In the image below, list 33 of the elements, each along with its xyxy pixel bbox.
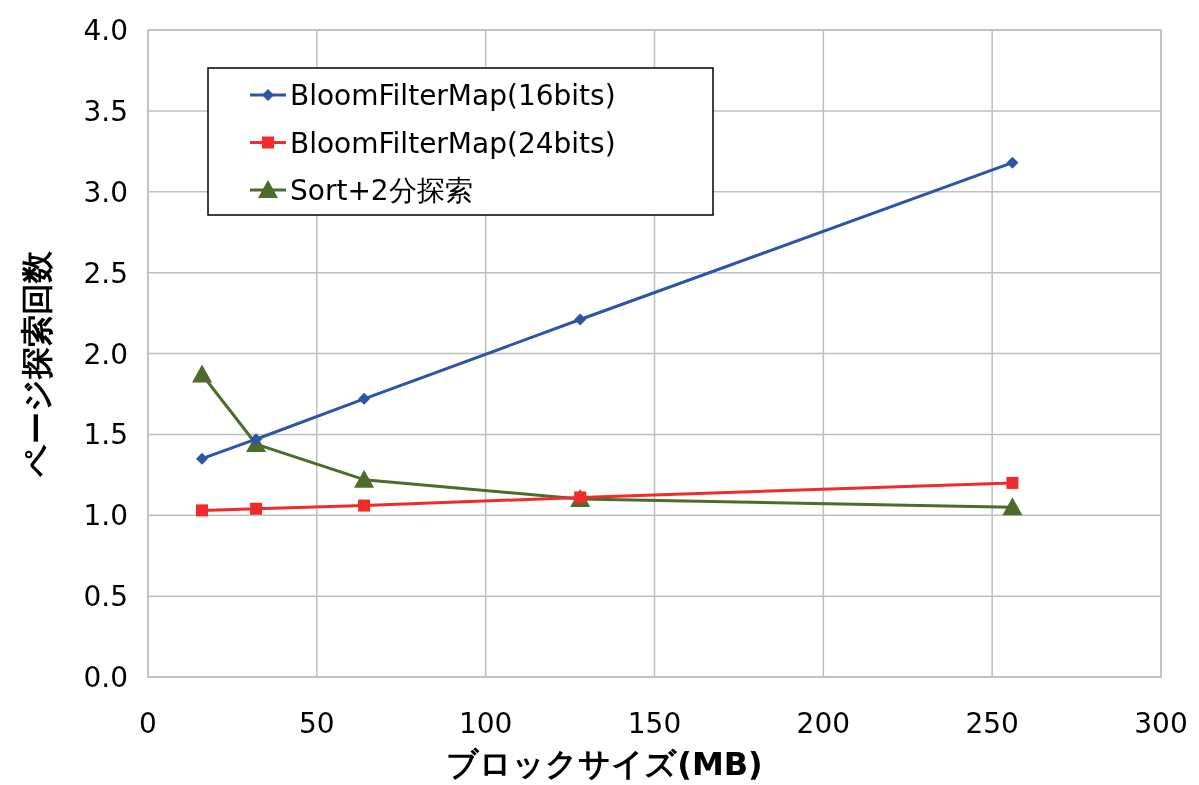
point [250, 433, 263, 446]
y-tick-label: 2.5 [83, 256, 128, 290]
point [196, 504, 209, 517]
y-tick-label: 3.5 [83, 94, 128, 128]
x-axis-title: ブロックサイズ(MB) [446, 745, 763, 783]
point [358, 392, 371, 405]
legend-label: BloomFilterMap(16bits) [290, 79, 616, 112]
point [354, 469, 375, 488]
point [1006, 476, 1019, 489]
legend-label: BloomFilterMap(24bits) [290, 126, 616, 160]
x-tick-label: 0 [139, 707, 157, 740]
y-tick-label: 4.0 [83, 14, 128, 47]
point [358, 499, 371, 512]
y-tick-label: 1.0 [83, 499, 128, 533]
x-tick-label: 250 [965, 707, 1019, 740]
x-tick-label: 150 [627, 707, 682, 740]
x-tick-label: 300 [1134, 707, 1188, 740]
y-tick-label: 0.0 [83, 661, 128, 694]
y-tick-label: 3.0 [83, 175, 128, 209]
x-tick-label: 100 [458, 707, 513, 740]
y-tick-label: 2.0 [83, 337, 128, 371]
y-axis-title: ページ探索回数 [18, 249, 56, 478]
y-tick-label: 1.5 [83, 418, 128, 452]
y-tick-label: 0.5 [83, 580, 128, 614]
point [1002, 497, 1023, 516]
point [250, 502, 263, 515]
point [574, 313, 587, 326]
point [1006, 156, 1019, 169]
x-tick-label: 200 [796, 707, 851, 740]
x-tick-label: 50 [299, 707, 335, 740]
point [192, 364, 213, 383]
legend-label: Sort+2分探索 [290, 174, 473, 207]
point [196, 452, 209, 465]
